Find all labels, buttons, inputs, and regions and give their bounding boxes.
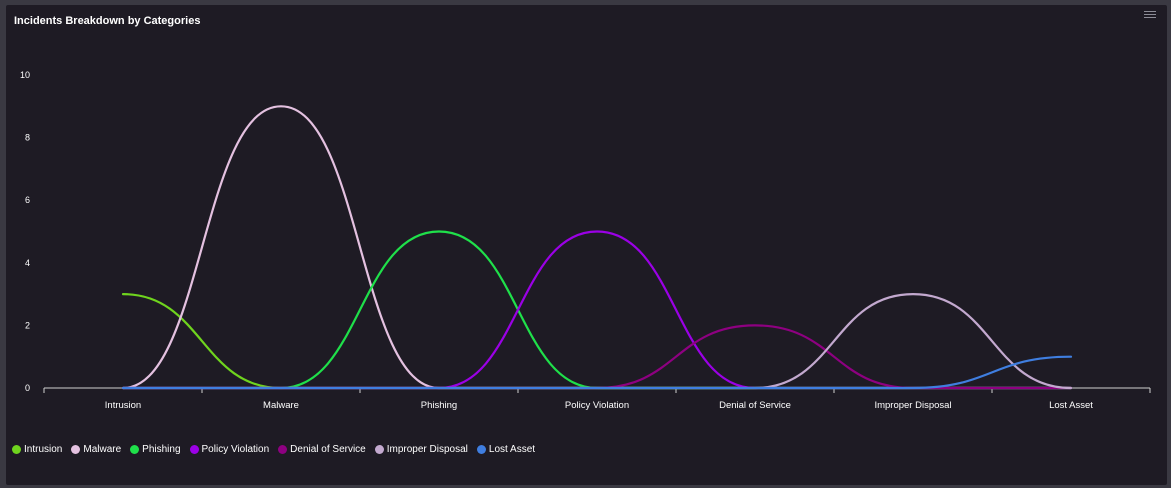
series-line-policy-violation[interactable] (121, 230, 1073, 390)
y-tick-label: 0 (25, 383, 30, 393)
legend-marker-icon (278, 445, 288, 454)
legend-label: Phishing (142, 444, 181, 455)
legend-label: Improper Disposal (386, 444, 468, 455)
x-tick-label: Intrusion (105, 400, 141, 411)
hamburger-menu-icon[interactable] (1143, 9, 1157, 21)
x-tick-label: Improper Disposal (874, 400, 951, 411)
legend-item-improper-disposal[interactable]: Improper Disposal (374, 444, 468, 455)
legend-label: Policy Violation (201, 444, 270, 455)
legend-label: Lost Asset (488, 444, 536, 455)
legend-marker-icon (130, 445, 140, 454)
series-line-malware[interactable] (121, 105, 1073, 390)
y-tick-label: 8 (25, 133, 30, 143)
legend-item-intrusion[interactable]: Intrusion (12, 444, 62, 455)
x-axis: Intrusion Malware Phishing Policy Violation… (43, 387, 1151, 411)
x-tick-label: Malware (263, 400, 299, 411)
legend: Intrusion Malware Phishing Policy Violation… (12, 444, 544, 455)
legend-item-lost-asset[interactable]: Lost Asset (476, 444, 536, 455)
x-tick-label: Lost Asset (1049, 400, 1093, 411)
x-tick-label: Phishing (421, 400, 457, 411)
y-tick-label: 10 (20, 70, 30, 80)
y-tick-label: 4 (25, 258, 30, 268)
x-tick-label: Policy Violation (565, 400, 629, 411)
y-axis: 0 2 4 6 8 10 (20, 70, 30, 393)
series-group (121, 105, 1073, 390)
series-line-improper-disposal[interactable] (121, 292, 1073, 390)
series-line-phishing[interactable] (121, 230, 1073, 390)
legend-label: Intrusion (24, 444, 63, 455)
chart-panel: Incidents Breakdown by Categories (6, 5, 1167, 485)
legend-item-malware[interactable]: Malware (71, 444, 121, 455)
legend-label: Denial of Service (290, 444, 366, 455)
legend-item-policy-violation[interactable]: Policy Violation (189, 444, 270, 455)
y-tick-label: 6 (25, 195, 30, 205)
legend-marker-icon (374, 445, 384, 454)
chart-title: Incidents Breakdown by Categories (14, 15, 201, 27)
series-line-lost-asset[interactable] (121, 355, 1073, 390)
series-line-intrusion[interactable] (121, 293, 1073, 390)
legend-item-phishing[interactable]: Phishing (130, 444, 181, 455)
legend-marker-icon (189, 445, 199, 454)
legend-marker-icon (476, 445, 486, 454)
line-chart: 0 2 4 6 8 10 Intrusion Malware Phishing Policy V… (20, 70, 1151, 411)
series-line-denial-of-service[interactable] (121, 324, 1073, 390)
legend-item-denial-of-service[interactable]: Denial of Service (278, 444, 366, 455)
y-tick-label: 2 (25, 320, 30, 330)
x-tick-label: Denial of Service (719, 400, 791, 411)
legend-label: Malware (83, 444, 122, 455)
legend-marker-icon (71, 445, 81, 454)
legend-marker-icon (12, 445, 21, 454)
